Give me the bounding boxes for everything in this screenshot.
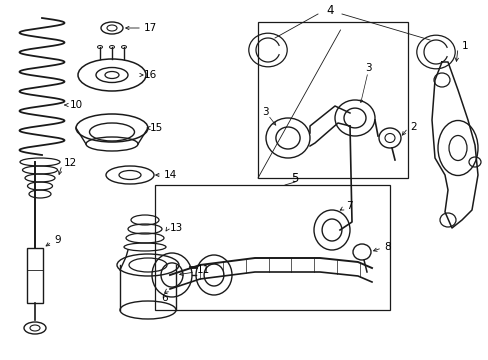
Ellipse shape [105, 72, 119, 78]
Text: 15: 15 [150, 123, 163, 133]
Bar [27, 248, 43, 303]
Text: 3: 3 [364, 63, 370, 73]
Text: 4: 4 [325, 4, 333, 17]
Text: 9: 9 [54, 235, 61, 245]
Text: 3: 3 [261, 107, 268, 117]
Text: 16: 16 [143, 70, 157, 80]
Text: 8: 8 [383, 242, 390, 252]
Text: 13: 13 [170, 223, 183, 233]
Bar [155, 185, 389, 310]
Ellipse shape [384, 134, 394, 143]
Bar [258, 22, 407, 178]
Text: 10: 10 [70, 100, 83, 110]
Text: 7: 7 [346, 201, 352, 211]
Text: 5: 5 [291, 171, 298, 184]
Text: 1: 1 [461, 41, 468, 51]
Text: 14: 14 [163, 170, 177, 180]
Text: 6: 6 [162, 293, 168, 303]
Text: 17: 17 [143, 23, 157, 33]
Text: 12: 12 [64, 158, 77, 168]
Text: 11: 11 [197, 265, 210, 275]
Text: 2: 2 [409, 122, 416, 132]
